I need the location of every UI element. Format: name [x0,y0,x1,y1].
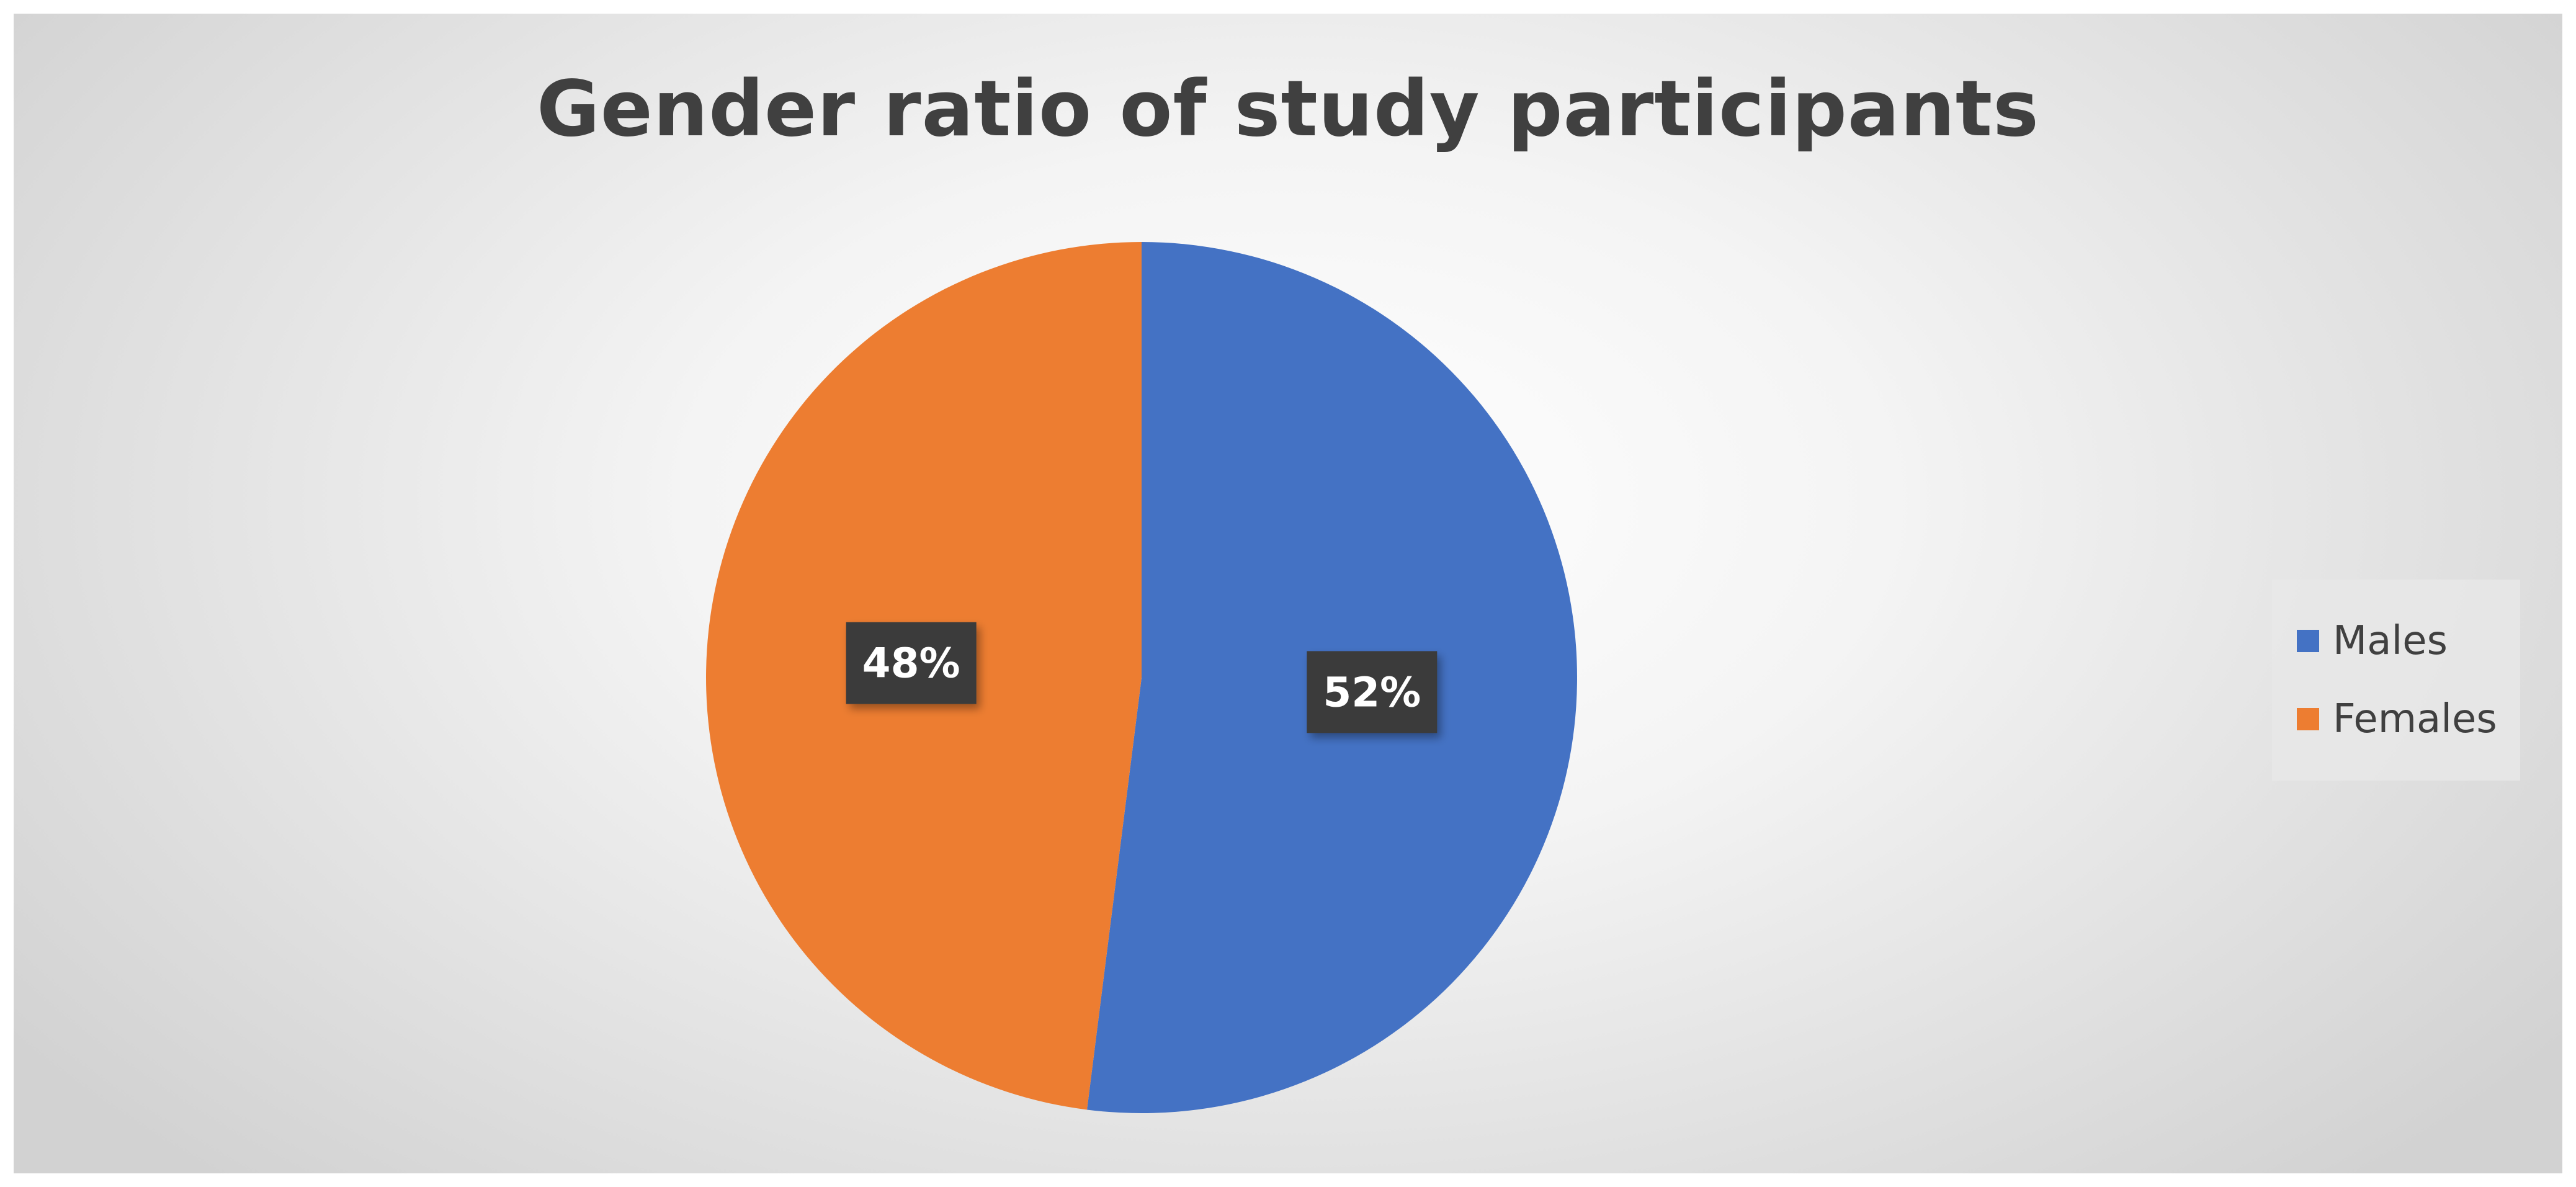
pie-data-labels: 52% 48% [846,622,1438,733]
pie-chart: 52% 48% [705,242,1577,1113]
data-label-box [846,622,977,704]
chart-area: Gender ratio of study participants 52% 48… [14,14,2562,1173]
legend: Males Females [2272,580,2520,781]
legend-swatch-males [2297,630,2319,652]
data-label-females: 48% [846,622,977,704]
legend-swatch-females [2297,708,2319,730]
legend-item-females[interactable]: Females [2297,680,2520,758]
data-label-box [1307,651,1438,733]
legend-label-males: Males [2333,618,2448,664]
data-label-text: 48% [862,640,960,688]
data-label-males: 52% [1307,651,1438,733]
data-label-text: 52% [1323,668,1421,716]
legend-label-females: Females [2333,696,2497,742]
pie-slices [705,242,1577,1113]
chart-title: Gender ratio of study participants [537,65,2039,154]
legend-item-males[interactable]: Males [2297,602,2520,680]
